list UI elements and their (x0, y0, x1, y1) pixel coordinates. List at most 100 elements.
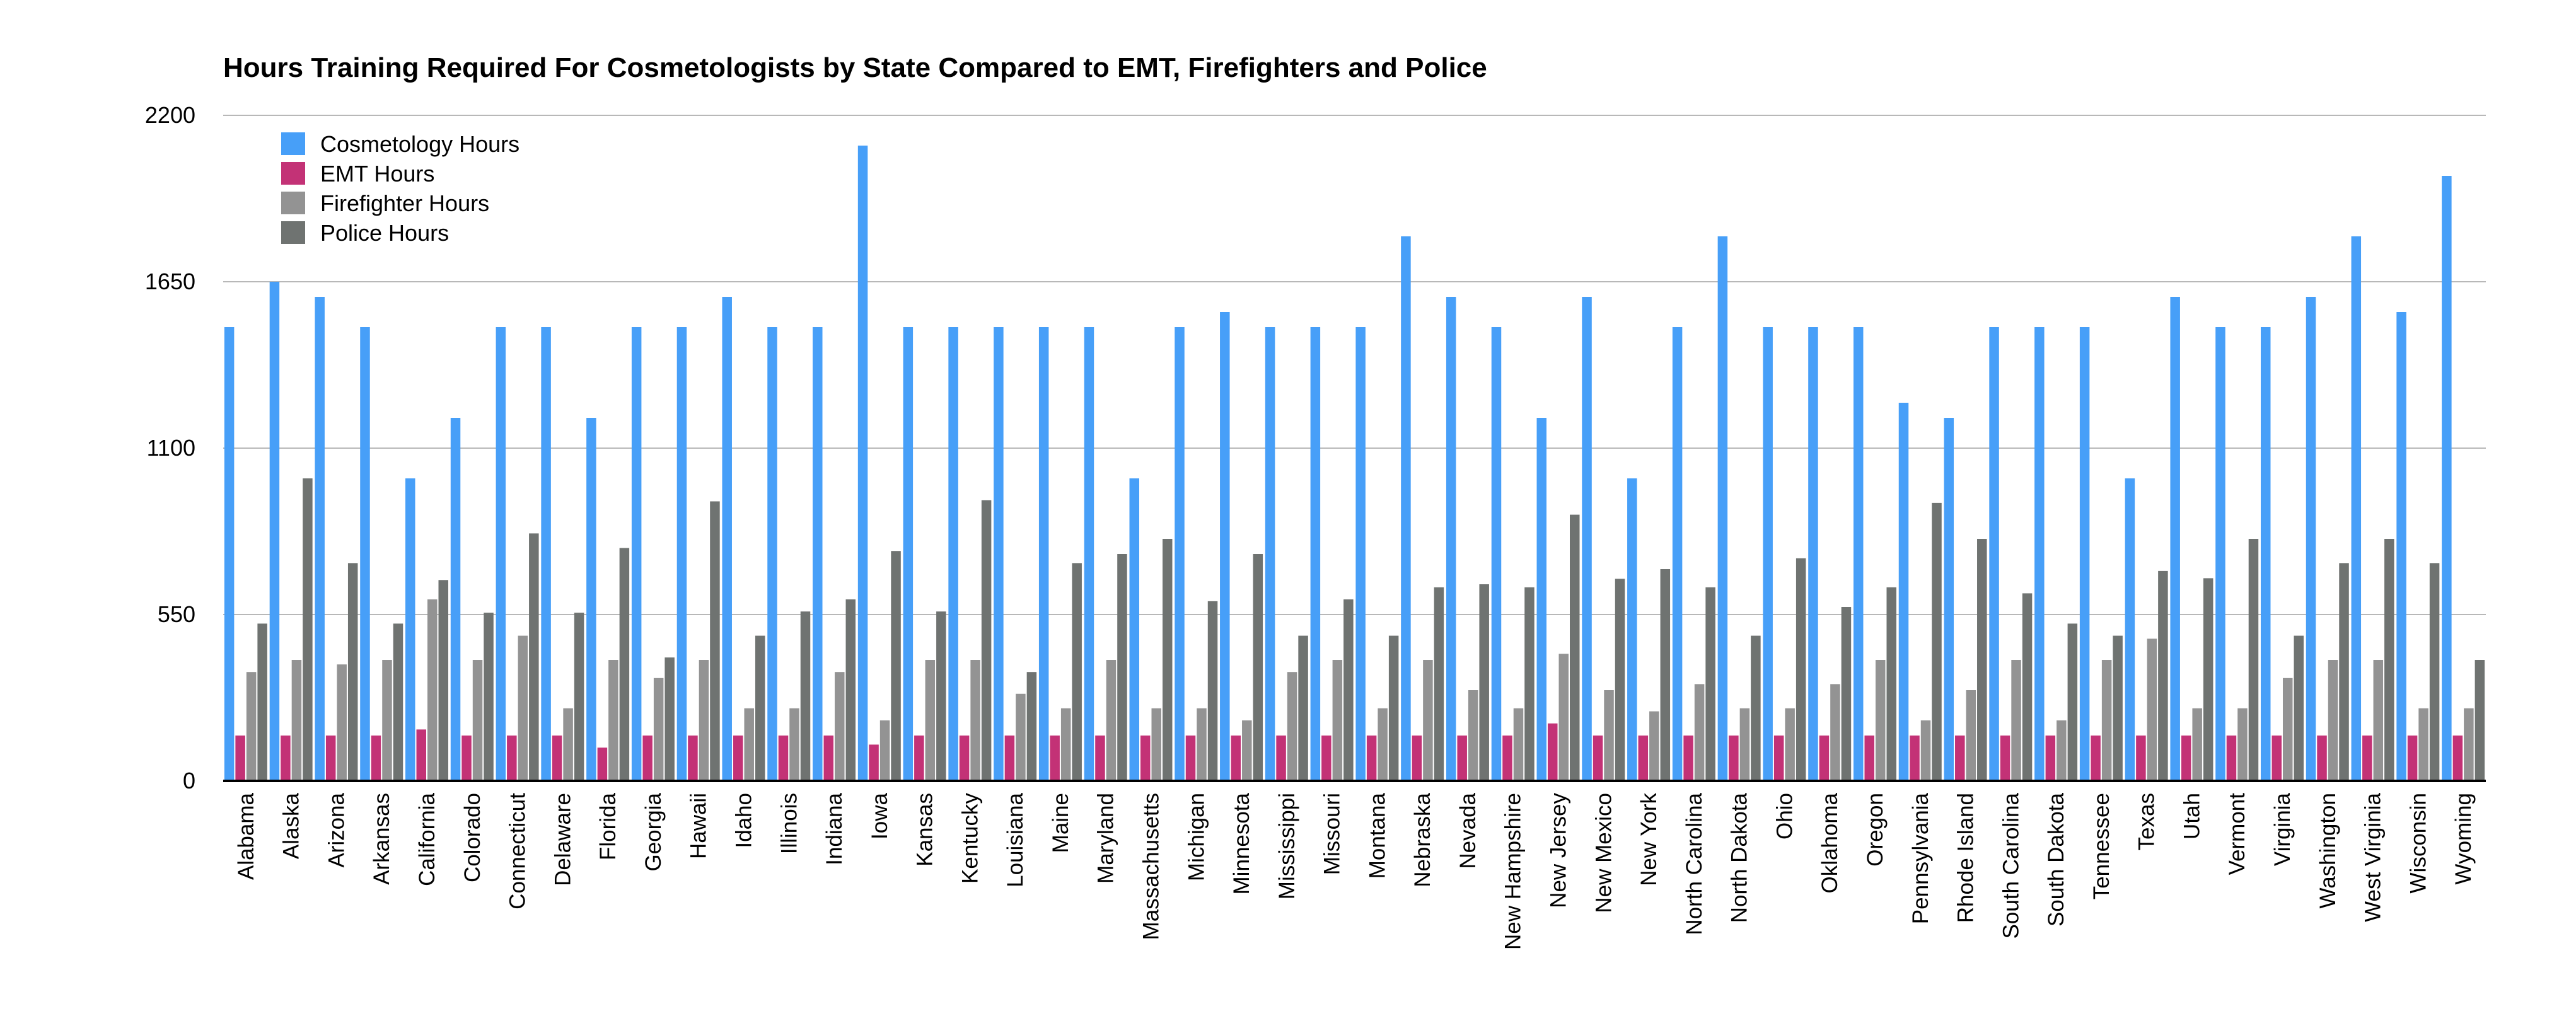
y-tick-label: 2200 (145, 102, 195, 128)
bar-emt-hours-texas (2136, 736, 2146, 781)
bar-cosmetology-hours-new-mexico (1582, 297, 1592, 781)
x-tick-label: Utah (2179, 793, 2204, 840)
bar-emt-hours-alabama (235, 736, 245, 781)
x-tick-label: Idaho (731, 793, 756, 848)
bar-cosmetology-hours-maine (1038, 327, 1049, 781)
x-tick-label: Illinois (777, 793, 801, 854)
x-tick-label: Louisiana (1003, 792, 1028, 887)
x-tick-label: Wisconsin (2406, 793, 2430, 893)
bar-firefighter-hours-hawaii (699, 660, 709, 781)
bar-cosmetology-hours-iowa (857, 146, 868, 781)
bar-firefighter-hours-south-dakota (2057, 720, 2067, 781)
bar-emt-hours-georgia (642, 736, 653, 781)
x-tick-label: Michigan (1184, 793, 1209, 881)
bar-cosmetology-hours-wyoming (2442, 176, 2452, 781)
bar-emt-hours-delaware (552, 736, 562, 781)
bar-emt-hours-new-york (1638, 736, 1649, 781)
bar-cosmetology-hours-louisiana (994, 327, 1004, 781)
bar-cosmetology-hours-arizona (315, 297, 325, 781)
bar-firefighter-hours-colorado (472, 660, 483, 781)
bar-firefighter-hours-ohio (1785, 708, 1795, 781)
x-tick-label: Washington (2316, 793, 2340, 909)
bar-firefighter-hours-mississippi (1287, 672, 1297, 781)
bar-firefighter-hours-west-virginia (2373, 660, 2384, 781)
bar-firefighter-hours-washington (2328, 660, 2338, 781)
bar-police-hours-illinois (800, 611, 811, 781)
x-tick-label: South Carolina (1999, 792, 2023, 938)
bar-police-hours-oklahoma (1841, 607, 1852, 781)
bar-cosmetology-hours-wisconsin (2396, 312, 2406, 781)
bar-cosmetology-hours-texas (2125, 478, 2135, 781)
bar-emt-hours-mississippi (1276, 736, 1286, 781)
y-tick-label: 1100 (147, 435, 195, 461)
bar-emt-hours-wisconsin (2407, 736, 2418, 781)
bar-cosmetology-hours-ohio (1763, 327, 1773, 781)
bar-police-hours-tennessee (2113, 635, 2123, 781)
bar-police-hours-maine (1072, 563, 1082, 781)
bar-emt-hours-pennsylvania (1910, 736, 1920, 781)
bar-cosmetology-hours-south-carolina (1989, 327, 1999, 781)
bar-firefighter-hours-delaware (563, 708, 573, 781)
bar-police-hours-iowa (891, 551, 901, 781)
bar-firefighter-hours-arizona (337, 664, 347, 781)
legend-swatch (281, 221, 305, 244)
bar-firefighter-hours-alabama (246, 672, 257, 781)
bar-cosmetology-hours-kentucky (948, 327, 958, 781)
bar-firefighter-hours-new-mexico (1604, 690, 1614, 781)
bar-cosmetology-hours-nevada (1446, 297, 1456, 781)
bar-police-hours-nebraska (1434, 587, 1444, 781)
bar-emt-hours-indiana (823, 736, 834, 781)
x-tick-label: Pennsylvania (1908, 792, 1933, 924)
x-tick-label: Maine (1048, 793, 1073, 853)
bar-police-hours-alabama (257, 623, 267, 781)
bar-cosmetology-hours-colorado (450, 418, 461, 781)
bar-firefighter-hours-georgia (653, 678, 664, 781)
chart-title: Hours Training Required For Cosmetologis… (223, 52, 1487, 83)
bar-police-hours-washington (2339, 563, 2349, 781)
gridlines (223, 115, 2486, 615)
bar-firefighter-hours-new-hampshire (1513, 708, 1524, 781)
bar-emt-hours-south-carolina (2000, 736, 2010, 781)
bar-police-hours-colorado (484, 613, 494, 781)
bar-firefighter-hours-north-carolina (1694, 684, 1705, 781)
x-tick-label: Minnesota (1229, 792, 1254, 894)
bar-firefighter-hours-new-york (1649, 711, 1659, 781)
bar-cosmetology-hours-north-dakota (1717, 236, 1728, 781)
bar-police-hours-rhode-island (1977, 539, 1987, 781)
bar-police-hours-indiana (845, 599, 856, 781)
y-tick-label: 1650 (145, 268, 195, 294)
bar-emt-hours-connecticut (507, 736, 517, 781)
bar-cosmetology-hours-rhode-island (1944, 418, 1954, 781)
legend: Cosmetology Hours EMT Hours Firefighter Ho… (281, 131, 519, 246)
x-tick-label: Vermont (2225, 793, 2249, 875)
bar-firefighter-hours-missouri (1332, 660, 1343, 781)
bar-emt-hours-nevada (1457, 736, 1467, 781)
bar-cosmetology-hours-florida (586, 418, 596, 781)
bar-emt-hours-new-hampshire (1502, 736, 1512, 781)
x-tick-label: Oregon (1863, 793, 1888, 867)
bar-cosmetology-hours-vermont (2215, 327, 2225, 781)
legend-swatch (281, 192, 305, 214)
x-tick-label: Montana (1365, 792, 1390, 879)
x-tick-label: Nebraska (1410, 792, 1435, 887)
bar-firefighter-hours-vermont (2237, 708, 2248, 781)
bar-cosmetology-hours-utah (2170, 297, 2180, 781)
bar-police-hours-mississippi (1298, 635, 1308, 781)
bar-cosmetology-hours-new-hampshire (1491, 327, 1502, 781)
x-tick-label: Virginia (2270, 792, 2295, 866)
x-tick-label: Connecticut (506, 793, 530, 909)
bar-emt-hours-michigan (1185, 736, 1196, 781)
bar-emt-hours-north-carolina (1683, 736, 1693, 781)
bar-emt-hours-missouri (1321, 736, 1332, 781)
bar-firefighter-hours-iowa (879, 720, 890, 781)
bar-police-hours-nevada (1479, 584, 1489, 781)
bar-cosmetology-hours-maryland (1084, 327, 1094, 781)
bar-emt-hours-louisiana (1004, 736, 1015, 781)
bar-police-hours-arizona (347, 563, 358, 781)
legend-swatch (281, 162, 305, 185)
x-tick-label: Florida (596, 792, 620, 860)
x-tick-label: Arkansas (369, 793, 394, 885)
x-tick-label: Rhode Island (1954, 793, 1978, 923)
bar-emt-hours-massachusetts (1140, 736, 1151, 781)
bar-emt-hours-montana (1366, 736, 1377, 781)
